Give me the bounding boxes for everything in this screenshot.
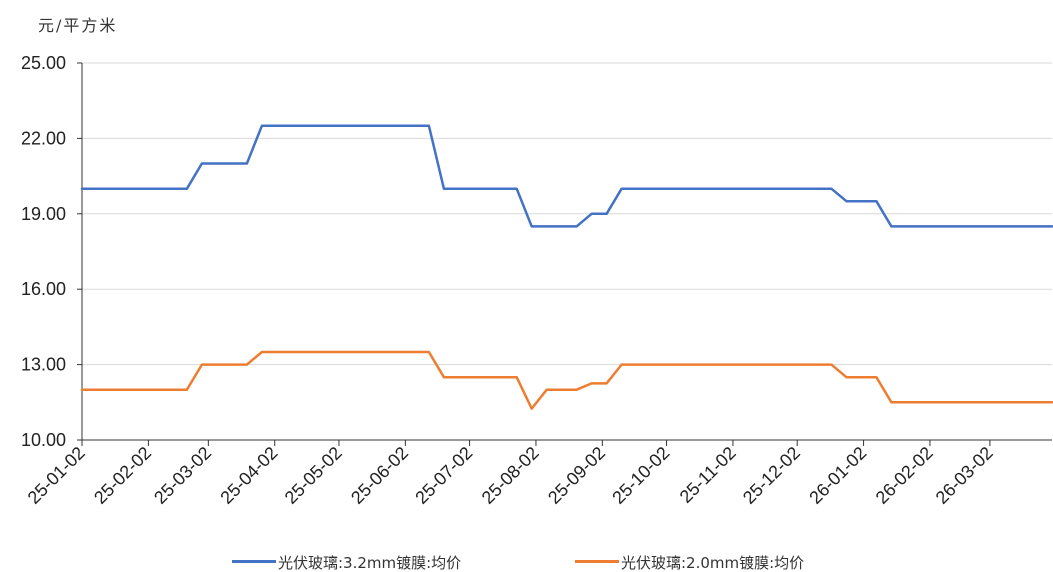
gridlines (82, 62, 1052, 366)
x-tick-label: 25-12-02 (739, 443, 804, 508)
x-tick-label: 25-08-02 (478, 443, 543, 508)
x-tick-label: 26-01-02 (805, 443, 870, 508)
legend: 光伏玻璃:3.2mm镀膜:均价 光伏玻璃:2.0mm镀膜:均价 (0, 552, 1053, 572)
legend-swatch-series-1 (232, 560, 276, 563)
x-tick-label: 26-03-02 (932, 443, 997, 508)
y-axis-ticks: 25.00 22.00 19.00 16.00 13.00 10.00 (21, 53, 66, 450)
y-tick-label: 25.00 (21, 53, 66, 73)
x-tick-label: 25-01-02 (24, 443, 89, 508)
x-tick-label: 25-02-02 (90, 443, 155, 508)
legend-item-series-2: 光伏玻璃:2.0mm镀膜:均价 (575, 552, 804, 572)
series-line-1 (80, 124, 1053, 228)
y-axis-unit-label: 元/平方米 (38, 16, 118, 35)
y-tick-label: 16.00 (21, 279, 66, 299)
x-tick-label: 25-03-02 (150, 443, 215, 508)
x-tick-label: 25-10-02 (608, 443, 673, 508)
x-tick-label: 26-02-02 (872, 443, 937, 508)
series-lines (80, 124, 1053, 410)
axes (77, 62, 1052, 446)
x-tick-label: 25-07-02 (411, 443, 476, 508)
x-tick-label: 25-11-02 (676, 443, 740, 507)
x-tick-label: 25-04-02 (216, 443, 281, 508)
y-tick-label: 19.00 (21, 204, 66, 224)
y-tick-label: 13.00 (21, 355, 66, 375)
y-tick-label: 10.00 (21, 430, 66, 450)
legend-swatch-series-2 (575, 560, 619, 563)
legend-label-series-1: 光伏玻璃:3.2mm镀膜:均价 (278, 554, 462, 572)
x-tick-label: 25-06-02 (347, 443, 412, 508)
legend-label-series-2: 光伏玻璃:2.0mm镀膜:均价 (621, 554, 805, 572)
x-tick-label: 25-09-02 (544, 443, 609, 508)
y-tick-label: 22.00 (21, 128, 66, 148)
legend-item-series-1: 光伏玻璃:3.2mm镀膜:均价 (232, 552, 461, 572)
series-line-2 (80, 350, 1053, 410)
x-tick-label: 25-05-02 (281, 443, 346, 508)
